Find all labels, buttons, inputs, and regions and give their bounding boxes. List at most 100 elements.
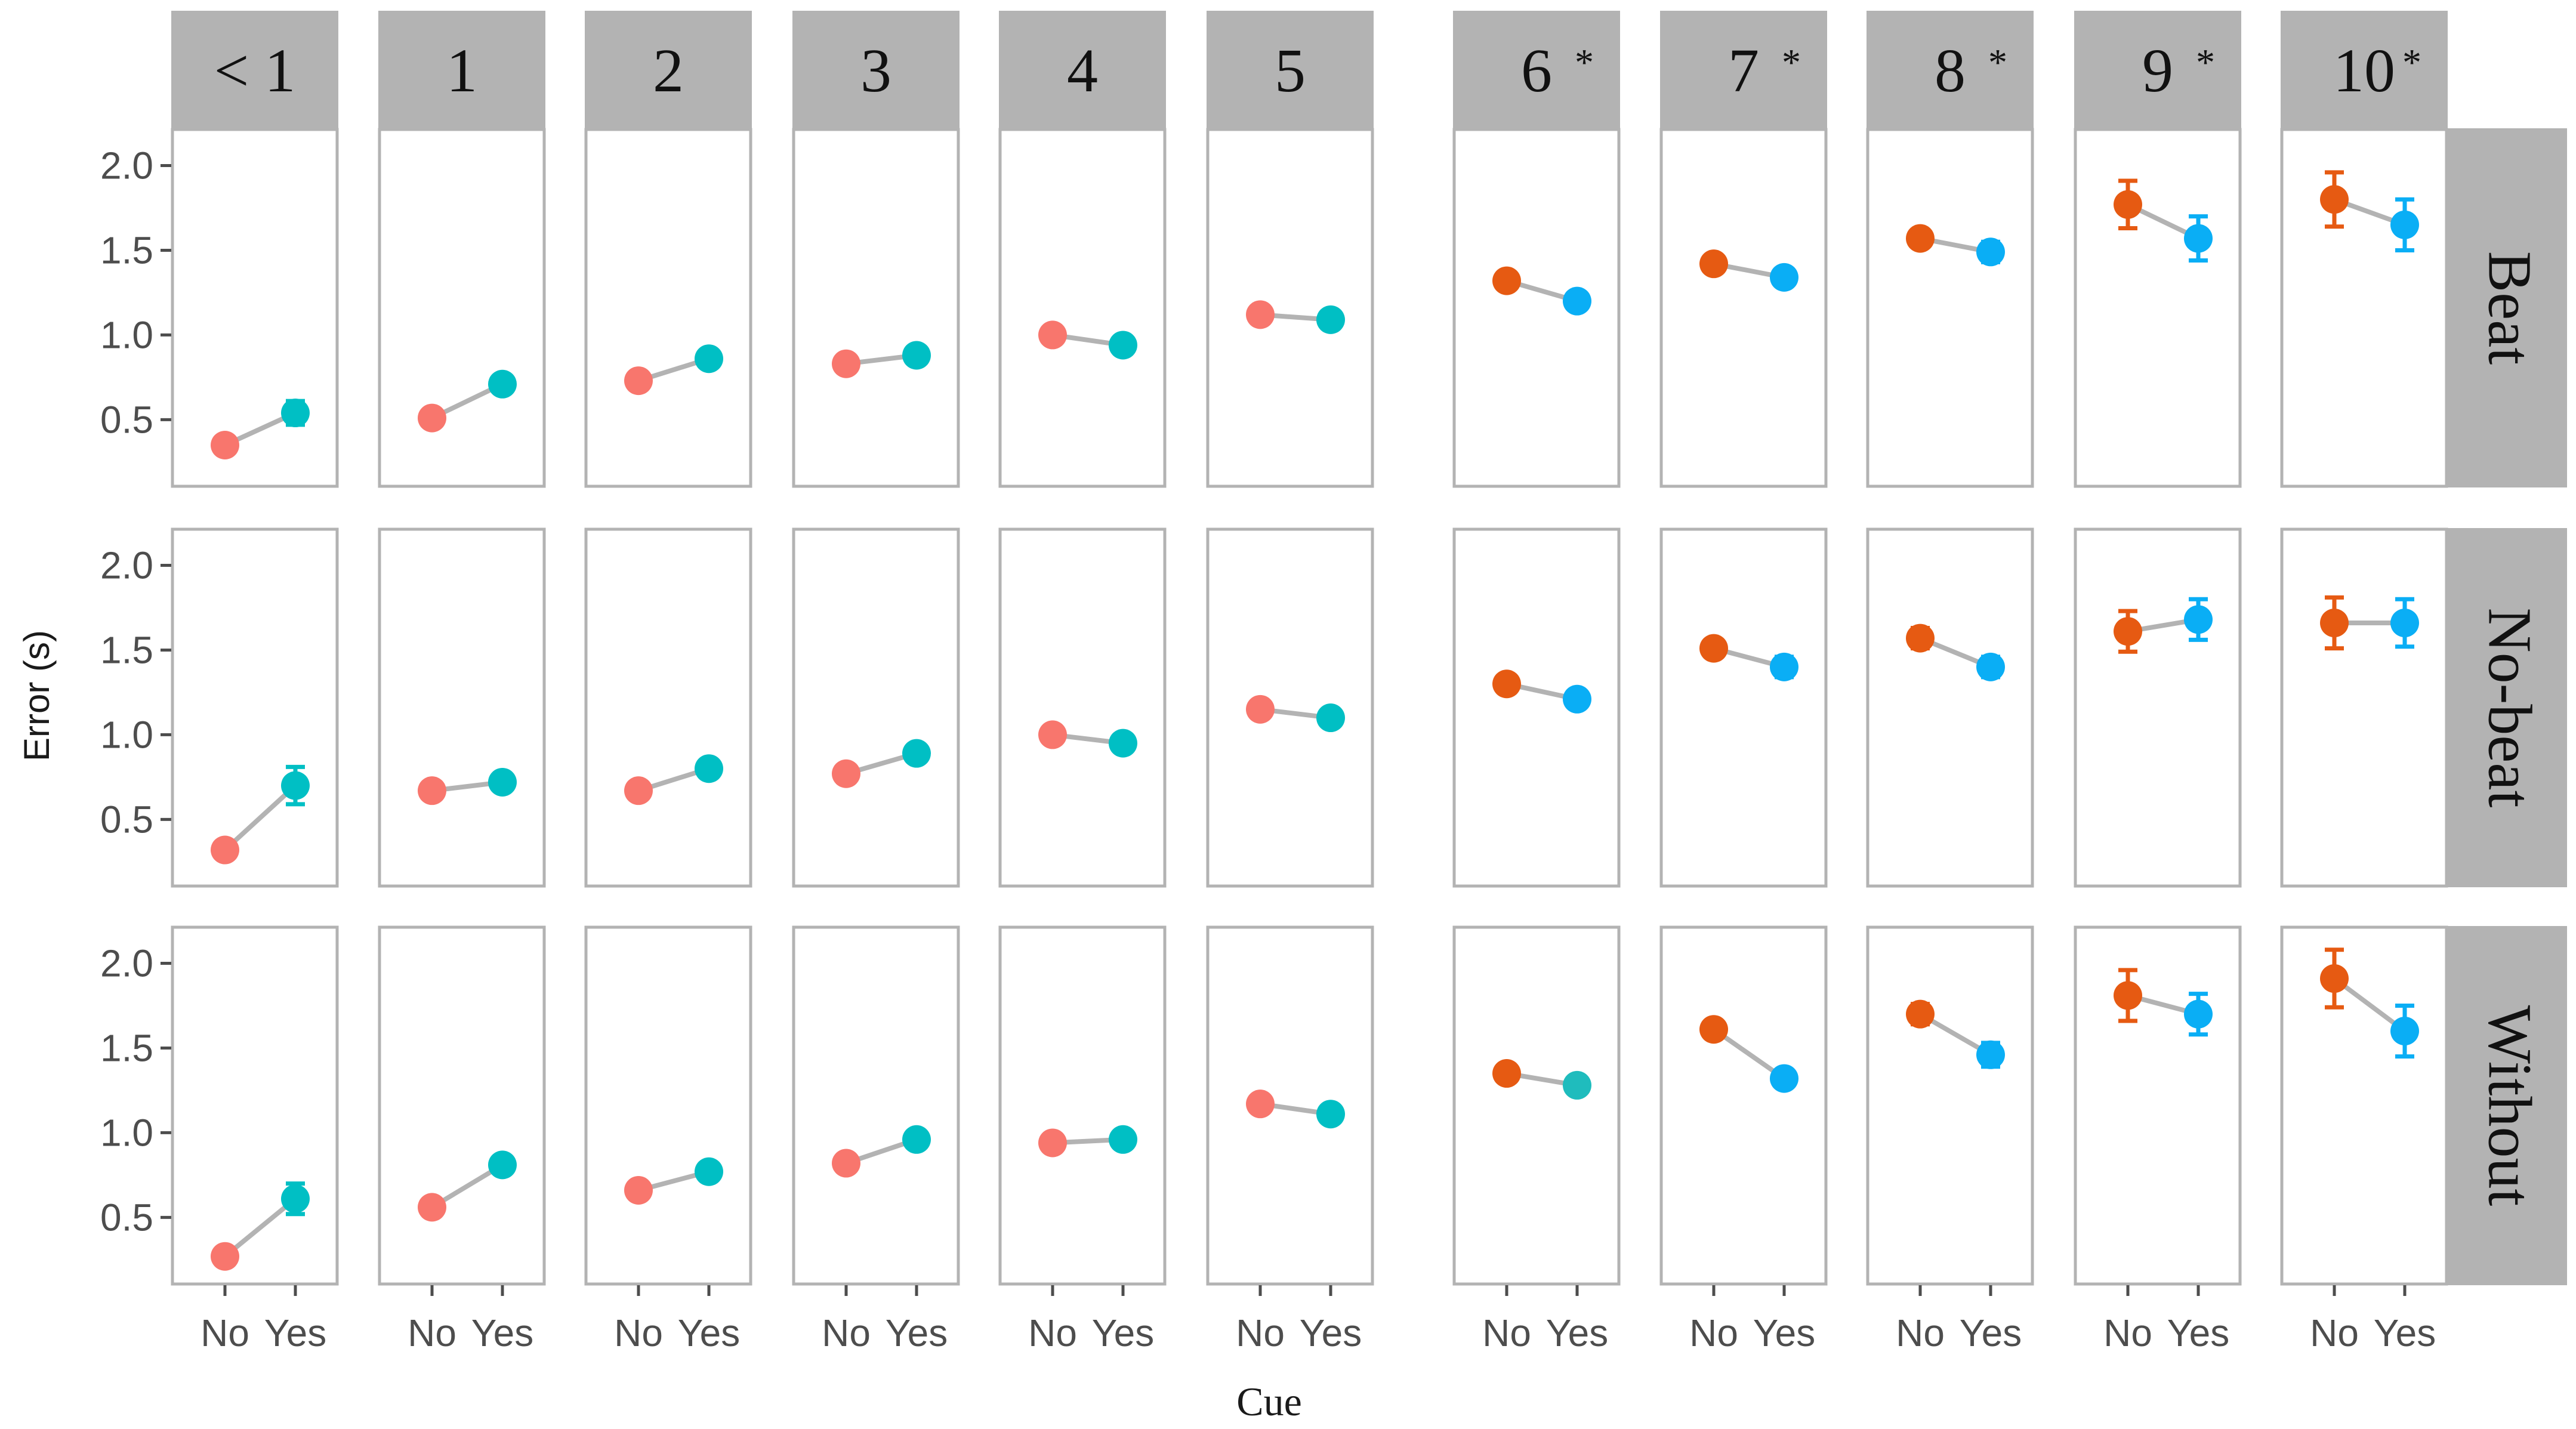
column-strip bbox=[585, 11, 752, 128]
data-point-no bbox=[1906, 624, 1935, 653]
panel-frame bbox=[1659, 527, 1828, 888]
data-point-no bbox=[832, 1149, 860, 1178]
panel bbox=[171, 925, 339, 1286]
x-tick-label: Yes bbox=[2167, 1311, 2229, 1354]
significance-star: * bbox=[1988, 41, 2007, 84]
x-tick-label: No bbox=[2103, 1311, 2152, 1354]
x-tick-label: No bbox=[1482, 1311, 1531, 1354]
data-point-yes bbox=[1109, 1125, 1137, 1154]
x-tick-label: No bbox=[614, 1311, 663, 1354]
x-tick-label: No bbox=[200, 1311, 249, 1354]
panel bbox=[2280, 925, 2448, 1286]
panel bbox=[584, 527, 752, 888]
column-strip-label: < 1 bbox=[214, 36, 296, 105]
y-tick-label: 0.5 bbox=[100, 798, 153, 841]
panel bbox=[171, 128, 339, 488]
y-tick-label: 1.5 bbox=[100, 229, 153, 271]
panel-frame bbox=[378, 527, 546, 888]
panel bbox=[2074, 925, 2242, 1286]
data-point-no bbox=[1699, 249, 1728, 279]
column-strip-label: 4 bbox=[1067, 36, 1098, 105]
data-point-yes bbox=[1563, 286, 1591, 316]
panel bbox=[378, 527, 546, 888]
data-point-yes bbox=[1109, 729, 1137, 758]
panel-frame bbox=[2280, 128, 2448, 488]
data-point-yes bbox=[281, 399, 310, 428]
connector-line bbox=[2332, 976, 2407, 1034]
panel bbox=[1452, 527, 1621, 888]
column-strip-label: 8 bbox=[1935, 36, 1966, 105]
y-tick-label: 2.0 bbox=[100, 144, 153, 187]
column-strip bbox=[378, 11, 545, 128]
significance-star: * bbox=[2196, 41, 2215, 84]
data-point-no bbox=[1699, 634, 1728, 663]
data-point-yes bbox=[2184, 605, 2213, 634]
panel bbox=[2280, 128, 2448, 488]
column-strip-label: 6 bbox=[1521, 36, 1552, 105]
panel bbox=[998, 527, 1167, 888]
y-tick-label: 0.5 bbox=[100, 1196, 153, 1239]
column-strip-label: 10 bbox=[2333, 36, 2395, 105]
panel-frame bbox=[2074, 925, 2242, 1286]
data-point-no bbox=[1492, 1059, 1521, 1088]
significance-star: * bbox=[1782, 41, 1801, 84]
column-strip-label: 2 bbox=[653, 36, 684, 105]
panel bbox=[792, 527, 960, 888]
data-point-no bbox=[832, 759, 860, 788]
panel-frame bbox=[792, 128, 960, 488]
panel-frame bbox=[378, 925, 546, 1286]
column-strip-label: 9 bbox=[2142, 36, 2173, 105]
x-tick-label: Yes bbox=[2374, 1311, 2436, 1354]
panel bbox=[1866, 925, 2034, 1286]
panel-frame bbox=[2280, 527, 2448, 888]
panel-frame bbox=[1206, 527, 1374, 888]
data-point-no bbox=[418, 403, 446, 433]
data-point-no bbox=[1906, 999, 1935, 1029]
panel-frame bbox=[792, 925, 960, 1286]
x-tick-label: Yes bbox=[1546, 1311, 1608, 1354]
panel bbox=[1866, 527, 2034, 888]
column-strip bbox=[1867, 11, 2034, 128]
data-point-no bbox=[211, 1242, 239, 1271]
data-point-yes bbox=[902, 739, 931, 768]
significance-star: * bbox=[1575, 41, 1594, 84]
panel bbox=[792, 925, 960, 1286]
panel bbox=[584, 128, 752, 488]
x-tick-label: No bbox=[1028, 1311, 1077, 1354]
data-point-no bbox=[1906, 224, 1935, 253]
data-point-yes bbox=[695, 754, 723, 783]
data-point-yes bbox=[902, 341, 931, 370]
data-point-no bbox=[1492, 266, 1521, 295]
data-point-yes bbox=[695, 1157, 723, 1186]
x-tick-label: Yes bbox=[264, 1311, 326, 1354]
column-strip bbox=[171, 11, 338, 128]
column-strip-label: 5 bbox=[1275, 36, 1306, 105]
column-strip bbox=[1207, 11, 1374, 128]
y-tick-label: 1.5 bbox=[100, 628, 153, 671]
data-point-yes bbox=[2184, 999, 2213, 1029]
connector-line bbox=[223, 1196, 298, 1259]
panel bbox=[1659, 527, 1828, 888]
data-point-yes bbox=[2390, 1017, 2419, 1046]
row-strip bbox=[2448, 528, 2567, 887]
row-strip bbox=[2448, 926, 2567, 1285]
panel bbox=[1452, 925, 1621, 1286]
data-point-no bbox=[832, 349, 860, 378]
y-tick-label: 0.5 bbox=[100, 398, 153, 441]
data-point-no bbox=[211, 431, 239, 460]
data-point-no bbox=[1038, 1128, 1067, 1158]
column-strip-label: 7 bbox=[1728, 36, 1759, 105]
panel-frame bbox=[792, 527, 960, 888]
column-strip-label: 3 bbox=[860, 36, 891, 105]
panel-frame bbox=[1452, 527, 1621, 888]
data-point-yes bbox=[281, 1184, 310, 1214]
data-point-yes bbox=[2184, 224, 2213, 253]
data-point-no bbox=[2114, 190, 2142, 219]
panel bbox=[998, 128, 1167, 488]
data-point-yes bbox=[1976, 652, 2005, 681]
column-strips: < 1 1 2 3 4 5 6 * 7 * 8 * 9 * 10 * bbox=[171, 11, 2448, 128]
data-point-no bbox=[624, 776, 653, 805]
data-point-yes bbox=[1770, 1064, 1798, 1093]
panel-frame bbox=[2074, 128, 2242, 488]
